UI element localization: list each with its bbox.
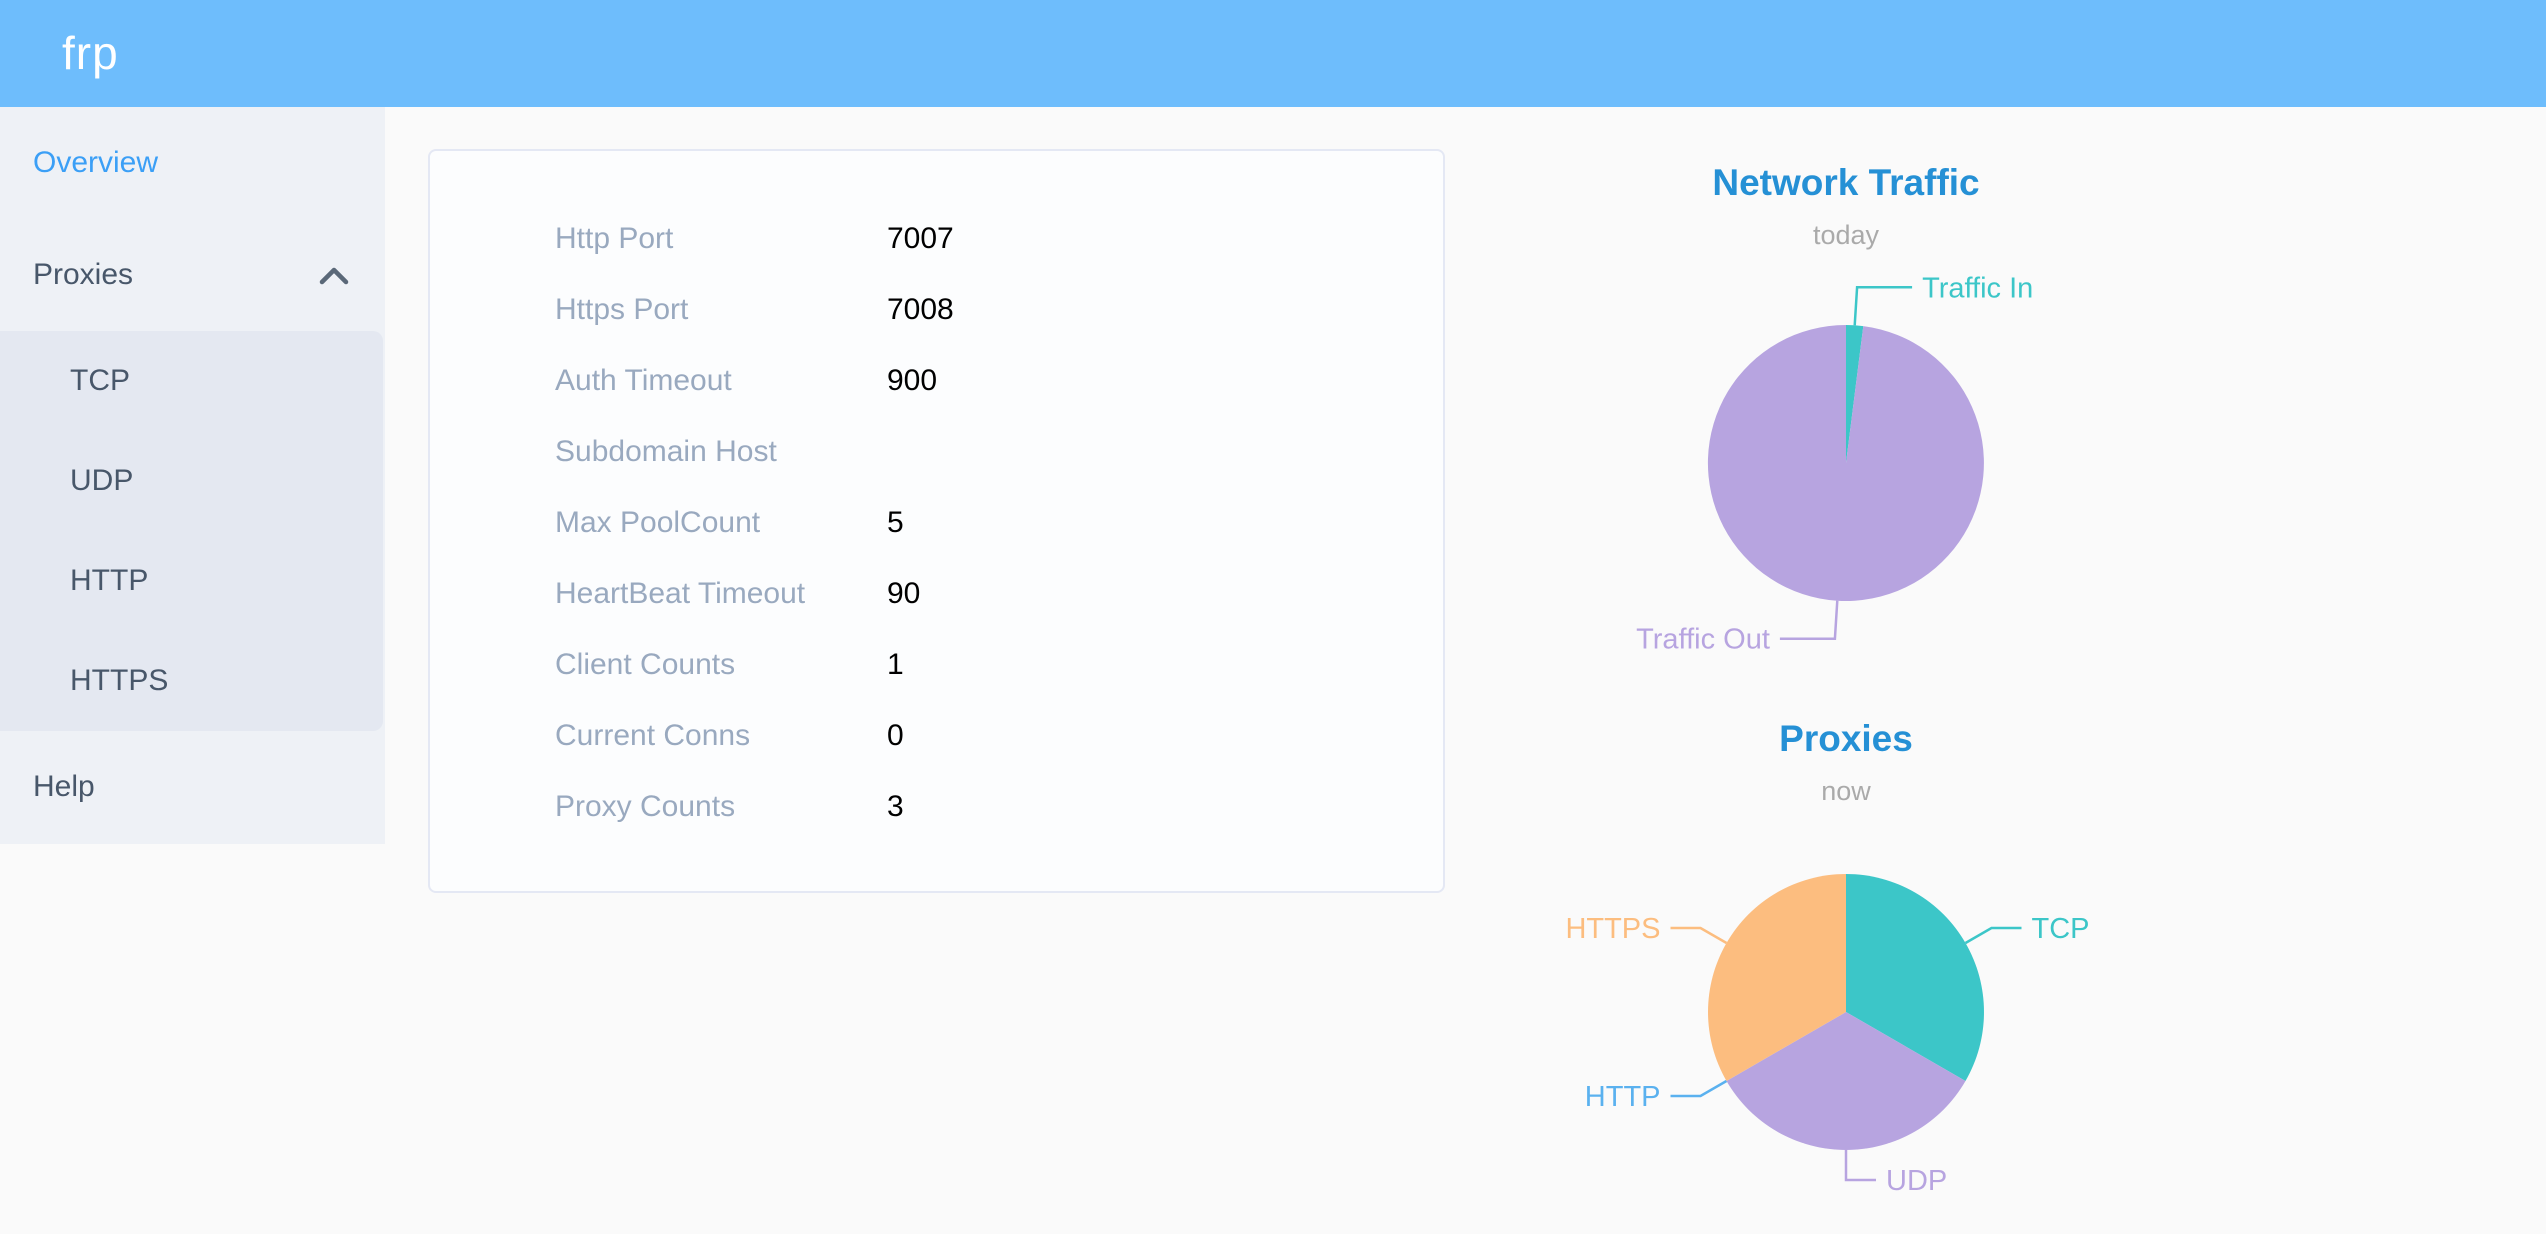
config-row: Max PoolCount 5 — [430, 487, 1443, 558]
sidebar-item-https-label: HTTPS — [70, 664, 169, 697]
proxies-submenu: TCP UDP HTTP HTTPS — [0, 331, 383, 731]
config-row-label: Http Port — [555, 221, 674, 255]
config-row-label: Current Conns — [555, 718, 751, 752]
config-row-label: Client Counts — [555, 647, 736, 681]
sidebar-item-overview-label: Overview — [33, 146, 159, 179]
pie-label-http: HTTP — [1585, 1081, 1661, 1113]
proxies-subtitle: now — [1821, 776, 1871, 806]
config-row-label: Subdomain Host — [555, 434, 777, 468]
sidebar-item-http[interactable]: HTTP — [0, 531, 383, 631]
sidebar-item-https[interactable]: HTTPS — [0, 631, 383, 731]
config-row: Http Port 7007 — [430, 203, 1443, 274]
config-row-label: HeartBeat Timeout — [555, 576, 806, 610]
config-row-value: 7008 — [887, 292, 954, 326]
server-config-rows: Http Port 7007 Https Port 7008 Auth Timeout 9… — [430, 151, 1443, 842]
sidebar-item-help-label: Help — [33, 770, 95, 803]
pie-label-line-udp — [1844, 1150, 1876, 1182]
pie-slice-tcp[interactable] — [1846, 874, 1984, 1081]
pie-label-line-traffic-out — [1779, 600, 1839, 640]
network-traffic-subtitle: today — [1812, 220, 1880, 250]
sidebar-item-tcp-label: TCP — [70, 364, 130, 397]
config-row: Auth Timeout 900 — [430, 345, 1443, 416]
sidebar-item-overview[interactable]: Overview — [0, 107, 385, 219]
config-row: HeartBeat Timeout 90 — [430, 558, 1443, 629]
config-row-value: 0 — [887, 718, 904, 752]
config-row-label: Proxy Counts — [555, 789, 736, 823]
network-traffic-chart: Network Traffic today Traffic In Traffic … — [1536, 140, 2156, 700]
config-row: Subdomain Host — [430, 416, 1443, 487]
pie-label-udp: UDP — [1886, 1165, 1947, 1197]
pie-label-traffic-in: Traffic In — [1922, 272, 2033, 304]
sidebar-item-tcp[interactable]: TCP — [0, 331, 383, 431]
config-row-value: 7007 — [887, 221, 954, 255]
chevron-up-icon[interactable] — [319, 266, 349, 285]
pie-slice-traffic-out[interactable] — [1707, 325, 1984, 601]
pie-label-line-http — [1670, 1079, 1728, 1098]
network-traffic-title: Network Traffic — [1712, 162, 1980, 203]
sidebar-item-udp[interactable]: UDP — [0, 431, 383, 531]
pie-label-line-tcp — [1964, 926, 2022, 945]
config-row-value: 90 — [887, 576, 921, 610]
config-row: Https Port 7008 — [430, 274, 1443, 345]
config-row: Client Counts 1 — [430, 629, 1443, 700]
pie-slice-traffic-in[interactable] — [1846, 325, 1864, 463]
app-header: frp — [0, 0, 2546, 107]
sidebar-item-proxies-label: Proxies — [33, 258, 134, 291]
pie-slice-https[interactable] — [1708, 874, 1846, 1081]
sidebar-item-udp-label: UDP — [70, 464, 134, 497]
pie-label-traffic-out: Traffic Out — [1636, 624, 1770, 656]
pie-slice-udp[interactable] — [1726, 1012, 1966, 1150]
proxies-chart: Proxies now TCP UDP HTTP HTTPS — [1536, 700, 2156, 1220]
sidebar-item-http-label: HTTP — [70, 564, 149, 597]
sidebar-item-proxies[interactable]: Proxies — [0, 219, 385, 331]
config-row: Current Conns 0 — [430, 700, 1443, 771]
network-traffic-pie: Traffic In Traffic Out — [1636, 272, 2033, 656]
config-row-value: 5 — [887, 505, 904, 539]
pie-label-line-traffic-in — [1853, 286, 1913, 326]
config-row-label: Https Port — [555, 292, 689, 326]
config-row-label: Auth Timeout — [555, 363, 732, 397]
config-row-value: 1 — [887, 647, 904, 681]
app-logo: frp — [62, 27, 119, 79]
server-config-card: Http Port 7007 Https Port 7008 Auth Timeout 9… — [428, 149, 1445, 893]
pie-label-tcp: TCP — [2032, 913, 2090, 945]
pie-label-line-https — [1670, 926, 1728, 945]
config-row-value: 900 — [887, 363, 938, 397]
proxies-pie: TCP UDP HTTP HTTPS — [1565, 874, 2090, 1197]
config-row: Proxy Counts 3 — [430, 771, 1443, 842]
sidebar-menu: Overview Proxies TCP UDP HTTP HTTPS Help — [0, 107, 385, 844]
proxies-title: Proxies — [1779, 718, 1913, 759]
config-row-label: Max PoolCount — [555, 505, 761, 539]
pie-label-https: HTTPS — [1565, 913, 1660, 945]
sidebar-item-help[interactable]: Help — [0, 731, 385, 843]
config-row-value: 3 — [887, 789, 904, 823]
